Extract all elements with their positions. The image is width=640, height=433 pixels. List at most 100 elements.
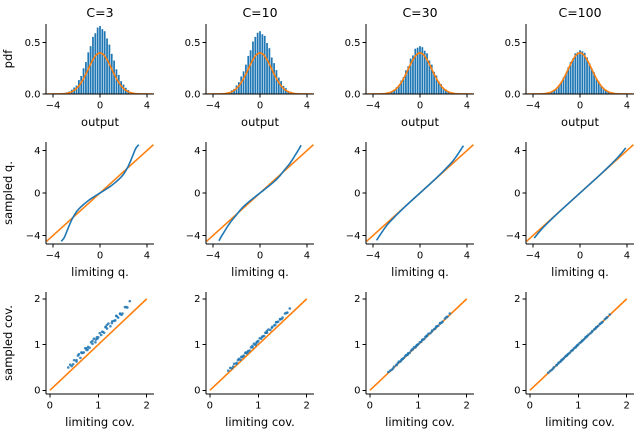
scatter-point [260, 335, 264, 339]
scatter-point [99, 333, 103, 337]
histogram-bar [108, 44, 111, 94]
histogram-bar [233, 88, 236, 94]
scatter-point [285, 311, 288, 315]
scatter-point [580, 339, 584, 343]
histogram-bar [252, 41, 254, 94]
histogram-bar [256, 32, 259, 94]
x-tick-label: 1 [415, 401, 421, 412]
scatter-point [269, 328, 272, 332]
scatter-point [546, 371, 550, 375]
cov-c30-plot: 0 1 2 0 1 2 limiting cov. [354, 292, 474, 429]
histogram-bar [550, 91, 553, 94]
histogram-bar [99, 26, 101, 94]
scatter-point [411, 347, 414, 351]
scatter-point [608, 313, 612, 316]
histogram-bar [247, 55, 250, 94]
y-tick-label: −4 [186, 231, 201, 242]
x-axis-label: output [241, 115, 279, 129]
x-tick-label: 4 [624, 251, 630, 262]
x-tick-label: 0 [207, 401, 213, 412]
scatter-point [231, 365, 235, 368]
x-tick-label: 4 [304, 101, 310, 112]
x-tick-label: −4 [206, 101, 221, 112]
panel-qq-c30: −4 0 4 −4 0 4 limiting q. [332, 134, 480, 280]
x-axis-label: limiting q. [551, 265, 609, 279]
scatter-point [75, 360, 78, 363]
scatter-point [548, 369, 552, 373]
scatter-point [71, 362, 75, 366]
pdf-c30-plot: −4 0 4 0.0 0.5 C=30 output [345, 5, 474, 129]
histogram-bar [604, 90, 607, 94]
x-tick-label: 0 [577, 101, 583, 112]
scatter-point [256, 341, 259, 344]
panel-pdf-c3: −4 0 4 0.0 0.5 C=3 output pdf [0, 2, 160, 130]
scatter-point [391, 367, 395, 370]
y-tick-label: 0 [194, 386, 200, 397]
x-tick-label: −4 [366, 101, 381, 112]
x-axis-label: limiting cov. [225, 415, 295, 429]
panel-cov-c100: 0 1 2 0 1 2 limiting cov. [492, 284, 640, 430]
y-tick-label: 0 [194, 188, 200, 199]
histogram-bar [562, 77, 565, 94]
histogram-bar [574, 53, 577, 94]
x-tick-label: 0 [577, 251, 583, 262]
scatter-point [288, 307, 292, 310]
histogram-bar [101, 29, 104, 94]
scatter-point [262, 334, 266, 338]
histogram-bars [383, 46, 457, 94]
histogram-bar [402, 77, 405, 94]
histogram-bar [590, 68, 593, 94]
histogram-bar [558, 85, 560, 94]
y-axis-label: sampled cov. [1, 305, 15, 381]
scatter-point [593, 327, 597, 331]
panel-qq-c10: −4 0 4 −4 0 4 limiting q. [172, 134, 320, 280]
x-tick-label: 0 [257, 251, 263, 262]
histogram-bar [414, 48, 417, 94]
row-quantiles: −4 0 4 −4 0 4 limiting q. sampled q. −4 0 4 −4 0 4 li… [0, 134, 640, 280]
scatter-point [425, 334, 429, 337]
scatter-point [438, 322, 442, 325]
y-tick-label: 4 [354, 146, 360, 157]
x-tick-label: −4 [46, 101, 61, 112]
scatter-point [605, 316, 608, 320]
scatter-point [96, 337, 99, 340]
x-tick-label: 4 [624, 101, 630, 112]
histogram-bar [80, 75, 83, 94]
histogram-bar [553, 89, 556, 94]
histogram-bar [428, 60, 431, 94]
x-tick-label: 4 [464, 251, 470, 262]
scatter-point [98, 331, 102, 335]
qq-curve [218, 144, 302, 242]
histogram-bar [586, 57, 588, 94]
y-tick-label: −4 [346, 231, 361, 242]
scatter-point [232, 362, 236, 366]
scatter-point [264, 331, 267, 335]
histogram-bar [595, 78, 598, 94]
histogram-bar [405, 70, 407, 94]
scatter-point [576, 344, 579, 347]
scatter-point [105, 323, 109, 327]
y-tick-label: 0 [354, 188, 360, 199]
scatter-point [92, 337, 96, 340]
scatter-point [400, 358, 403, 362]
scatter-point [265, 329, 269, 333]
histogram-bar [430, 64, 433, 94]
x-tick-label: 0 [417, 101, 423, 112]
scatter-point [91, 339, 94, 343]
scatter-point [408, 351, 411, 355]
panel-title: C=10 [242, 5, 277, 20]
histogram-bar [555, 88, 558, 94]
scatter-point [66, 366, 70, 369]
panel-pdf-c30: −4 0 4 0.0 0.5 C=30 output [332, 2, 480, 130]
scatter-point [109, 325, 112, 328]
qq-curve [375, 145, 465, 241]
histogram-bar [82, 68, 85, 94]
x-axis-label: limiting cov. [385, 415, 455, 429]
histogram-bar [567, 67, 570, 94]
x-tick-label: −4 [526, 251, 541, 262]
scatter-point [429, 331, 432, 335]
x-tick-label: 0 [417, 251, 423, 262]
x-tick-label: −4 [366, 251, 381, 262]
scatter-point [388, 369, 392, 372]
